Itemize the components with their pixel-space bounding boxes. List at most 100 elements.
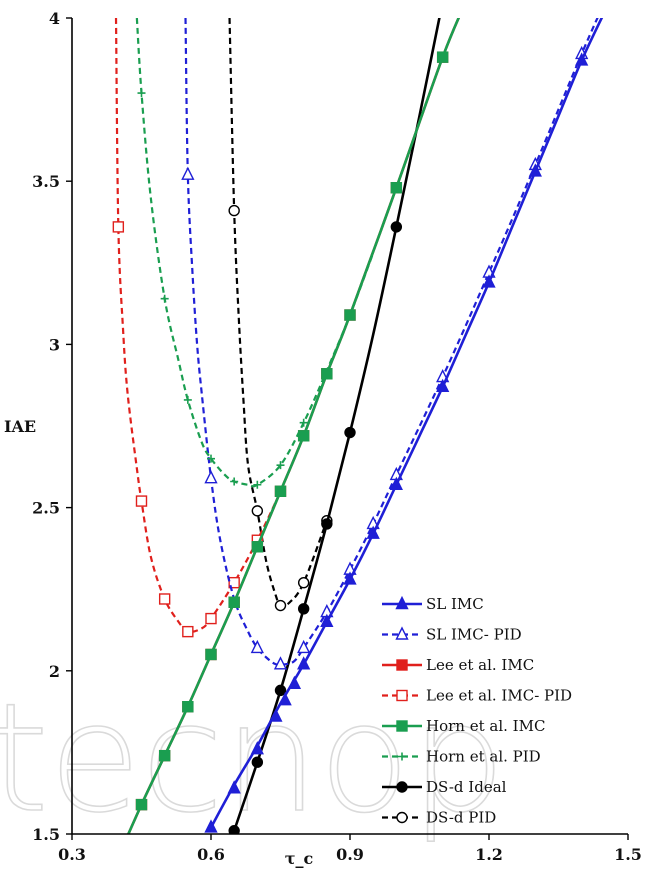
legend-item-0: SL IMC [382,595,484,613]
data-point-0-7 [320,613,334,628]
data-point-0-11 [436,378,450,393]
data-point-4-2 [182,701,194,713]
legend-item-3: Lee et al. IMC- PID [382,687,572,705]
data-point-0-9 [366,525,380,539]
series-1 [181,18,599,670]
data-point-4-9 [344,309,356,321]
data-point-4-10 [390,182,403,194]
data-point-5-4 [230,477,239,486]
data-point-6-6 [390,221,403,233]
data-point-3-0 [112,221,125,233]
data-point-1-2 [250,639,264,654]
x-tick-label-0: 0.3 [58,845,86,864]
legend-label-1: SL IMC- PID [426,626,522,644]
data-point-6-0 [228,825,240,834]
x-tick-label-1: 0.6 [197,845,225,864]
legend: SL IMC SL IMC- PID Lee et al. IMC Lee et al… [382,595,572,827]
series-6 [228,18,441,834]
data-point-4-4 [228,596,240,608]
data-point-5-7 [299,418,308,427]
data-point-0-4 [278,692,292,706]
data-point-4-11 [436,51,449,63]
data-point-1-4 [297,639,311,654]
y-axis-label: IAE [4,417,36,436]
data-point-3-4 [205,612,217,625]
data-point-1-1 [204,470,218,484]
data-point-4-6 [274,485,287,497]
data-point-3-2 [158,593,171,605]
data-point-5-0 [137,89,146,98]
data-point-3-3 [182,625,194,638]
legend-label-2: Lee et al. IMC [426,656,534,674]
series-line-7 [228,18,328,608]
data-point-0-14 [575,52,589,66]
data-point-5-1 [160,294,169,303]
data-point-4-8 [321,368,333,380]
legend-label-0: SL IMC [426,595,484,613]
legend-label-3: Lee et al. IMC- PID [426,687,572,705]
legend-item-7: DS-d PID [382,809,496,827]
data-point-0-0 [204,819,218,833]
legend-marker-1 [395,626,409,640]
data-point-0-10 [389,476,403,490]
series-line-1 [184,18,599,666]
data-point-0-1 [227,780,241,794]
data-point-0-13 [528,163,542,177]
y-tick-label-3: 3 [49,335,60,354]
data-point-3-5 [228,576,240,589]
series-0 [204,18,604,833]
data-point-7-1 [251,505,264,517]
legend-item-2: Lee et al. IMC [382,656,534,674]
x-tick-label-2: 0.9 [336,845,364,864]
series-7 [228,18,333,612]
x-tick-label-3: 1.2 [475,845,503,864]
series-3 [112,18,305,638]
legend-marker-2 [396,659,408,671]
data-point-4-0 [135,798,148,811]
data-point-6-2 [274,684,287,697]
data-point-4-3 [205,648,217,661]
data-point-5-3 [207,454,215,463]
legend-marker-3 [396,689,408,702]
data-point-7-0 [228,204,240,217]
legend-item-6: DS-d Ideal [382,778,507,796]
y-tick-label-0: 1.5 [32,825,60,844]
data-point-6-4 [321,518,333,530]
series-line-6 [232,18,441,832]
data-point-7-3 [297,576,310,589]
data-point-7-2 [274,599,287,612]
legend-label-6: DS-d Ideal [426,778,507,796]
data-point-5-2 [183,395,192,404]
y-tick-label-4: 3.5 [32,172,60,191]
series-line-3 [114,18,305,633]
legend-label-5: Horn et al. PID [426,748,541,766]
data-point-6-3 [297,603,310,615]
data-point-4-5 [251,541,264,553]
legend-marker-0 [395,595,409,610]
legend-marker-6 [396,781,408,793]
y-tick-label-1: 2 [49,662,60,681]
plot-data [112,18,604,834]
data-point-1-3 [273,656,288,670]
data-point-5-5 [253,480,262,489]
data-point-0-6 [297,656,311,670]
data-point-0-12 [482,274,496,288]
y-tick-label-5: 4 [49,9,60,28]
axes: 1.5 2 2.5 3 3.5 4 0.3 0.6 0.9 1.2 1.5 IAE τ_c [4,9,642,868]
legend-marker-4 [396,720,408,732]
x-axis-label: τ_c [285,849,314,868]
data-point-0-5 [287,675,302,690]
data-point-1-0 [181,166,195,180]
legend-label-4: Horn et al. IMC [426,717,545,735]
legend-marker-5 [398,752,406,761]
legend-item-5: Horn et al. PID [382,748,541,766]
data-point-4-1 [158,749,171,762]
series-4 [126,18,461,834]
legend-item-1: SL IMC- PID [382,626,522,644]
data-point-3-1 [135,495,148,507]
series-5 [135,18,375,489]
legend-marker-7 [396,811,408,824]
data-point-6-5 [344,426,356,439]
legend-item-4: Horn et al. IMC [382,717,545,735]
